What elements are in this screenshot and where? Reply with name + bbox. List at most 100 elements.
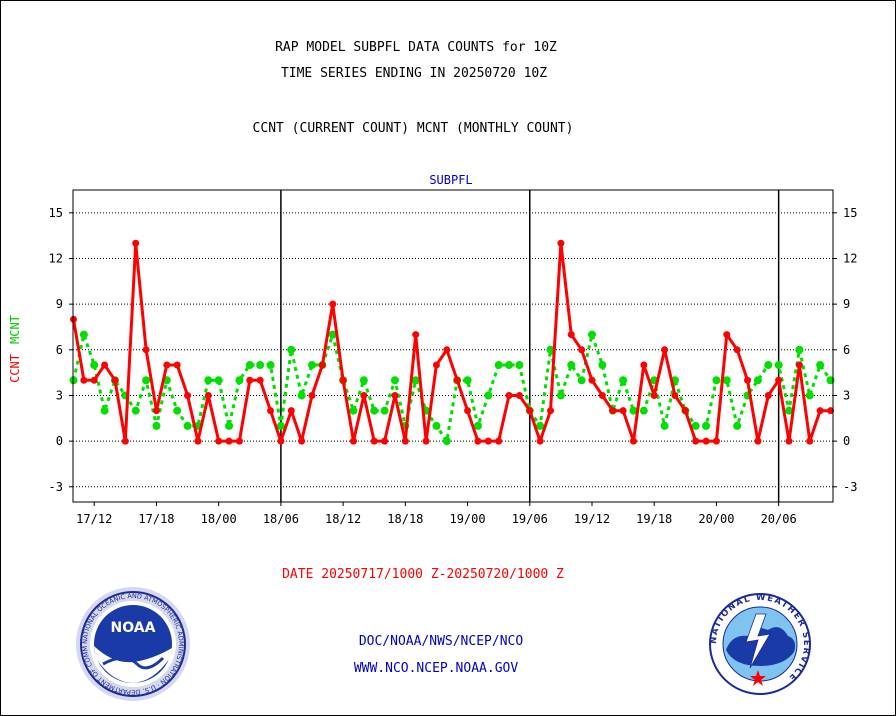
data-point-mcnt (287, 345, 296, 354)
data-point-mcnt (390, 376, 399, 385)
noaa-logo: NOAA NATIONAL OCEANIC AND ATMOSPHERIC AD… (76, 587, 190, 701)
data-point-mcnt (639, 406, 648, 415)
data-point-mcnt (432, 421, 441, 430)
data-point-ccnt (443, 346, 451, 354)
data-point-ccnt (505, 391, 513, 399)
data-point-ccnt (588, 376, 596, 384)
x-tick-label: 17/12 (76, 512, 112, 526)
data-point-ccnt (277, 437, 285, 445)
data-point-mcnt (442, 437, 451, 446)
plot-title: SUBPFL (429, 173, 472, 187)
data-point-ccnt (764, 391, 772, 399)
data-point-mcnt (204, 376, 213, 385)
data-point-mcnt (774, 361, 783, 370)
data-point-mcnt (256, 361, 265, 370)
data-point-mcnt (359, 376, 368, 385)
data-point-ccnt (609, 407, 617, 415)
data-point-ccnt (536, 437, 544, 445)
y-axis-label: CCNT MCNT (8, 315, 22, 383)
y-tick-label-left: 9 (56, 297, 63, 311)
data-point-ccnt (785, 437, 793, 445)
data-point-ccnt (287, 407, 295, 415)
data-point-mcnt (629, 406, 638, 415)
data-point-ccnt (795, 361, 803, 369)
x-tick-label: 20/00 (698, 512, 734, 526)
x-tick-label: 18/18 (387, 512, 423, 526)
data-point-ccnt (495, 437, 503, 445)
x-tick-label: 20/06 (761, 512, 797, 526)
data-point-ccnt (163, 361, 171, 369)
data-point-ccnt (702, 437, 710, 445)
axis-ticks: -3 -3 0 0 3 3 6 6 9 9 12 12 15 15 17/12 17/18 18/00 18/06… (49, 206, 858, 526)
data-point-ccnt (453, 376, 461, 384)
data-point-ccnt (806, 437, 814, 445)
data-point-mcnt (795, 345, 804, 354)
data-point-ccnt (650, 391, 658, 399)
x-tick-label: 18/00 (201, 512, 237, 526)
data-point-mcnt (245, 361, 254, 370)
y-tick-label-left: 6 (56, 343, 63, 357)
data-point-ccnt (557, 239, 565, 247)
data-point-ccnt (90, 376, 98, 384)
data-point-ccnt (370, 437, 378, 445)
y-tick-label-right: 3 (843, 388, 850, 402)
date-range-label: DATE 20250717/1000 Z-20250720/1000 Z (282, 567, 564, 582)
data-point-mcnt (619, 376, 628, 385)
data-point-ccnt (246, 376, 254, 384)
data-point-mcnt (515, 361, 524, 370)
data-point-mcnt (142, 376, 151, 385)
data-point-mcnt (764, 361, 773, 370)
data-point-mcnt (494, 361, 503, 370)
y-tick-label-right: 0 (843, 434, 850, 448)
plot-area-border (72, 189, 834, 503)
noaa-logo-text: NOAA (111, 620, 156, 636)
x-tick-label: 19/06 (512, 512, 548, 526)
data-point-ccnt (619, 407, 627, 415)
data-point-mcnt (473, 421, 482, 430)
y-tick-label-left: 12 (49, 251, 63, 265)
data-point-mcnt (173, 406, 182, 415)
x-tick-label: 19/00 (449, 512, 485, 526)
data-point-mcnt (722, 376, 731, 385)
y-tick-label-right: 12 (843, 251, 857, 265)
data-point-ccnt (547, 407, 555, 415)
data-point-mcnt (380, 406, 389, 415)
y-tick-label-right: 9 (843, 297, 850, 311)
data-point-ccnt (360, 391, 368, 399)
data-point-ccnt (184, 391, 192, 399)
data-point-ccnt (256, 376, 264, 384)
data-point-ccnt (744, 376, 752, 384)
data-point-ccnt (225, 437, 233, 445)
data-point-mcnt (235, 376, 244, 385)
data-point-ccnt (381, 437, 389, 445)
data-point-ccnt (515, 391, 523, 399)
data-point-ccnt (827, 407, 834, 415)
data-point-mcnt (297, 391, 306, 400)
y-tick-label-left: 3 (56, 388, 63, 402)
data-point-ccnt (339, 376, 347, 384)
data-point-mcnt (370, 406, 379, 415)
data-point-ccnt (661, 346, 669, 354)
data-point-mcnt (587, 330, 596, 339)
data-point-mcnt (349, 406, 358, 415)
data-point-ccnt (349, 437, 357, 445)
y-tick-label-right: 6 (843, 343, 850, 357)
chart-subtitle-series: CCNT (CURRENT COUNT) MCNT (MONTHLY COUNT… (253, 121, 574, 136)
x-tick-label: 18/12 (325, 512, 361, 526)
data-point-ccnt (194, 437, 202, 445)
data-point-ccnt (526, 407, 534, 415)
y-tick-label-right: -3 (843, 480, 857, 494)
data-point-ccnt (318, 361, 326, 369)
data-point-ccnt (775, 376, 783, 384)
data-point-ccnt (298, 437, 306, 445)
data-point-mcnt (556, 391, 565, 400)
data-point-ccnt (692, 437, 700, 445)
y-tick-label-right: 15 (843, 206, 857, 220)
data-point-mcnt (702, 421, 711, 430)
data-point-ccnt (204, 391, 212, 399)
data-point-mcnt (546, 345, 555, 354)
data-point-mcnt (328, 330, 337, 339)
data-point-mcnt (183, 421, 192, 430)
data-point-ccnt (598, 391, 606, 399)
